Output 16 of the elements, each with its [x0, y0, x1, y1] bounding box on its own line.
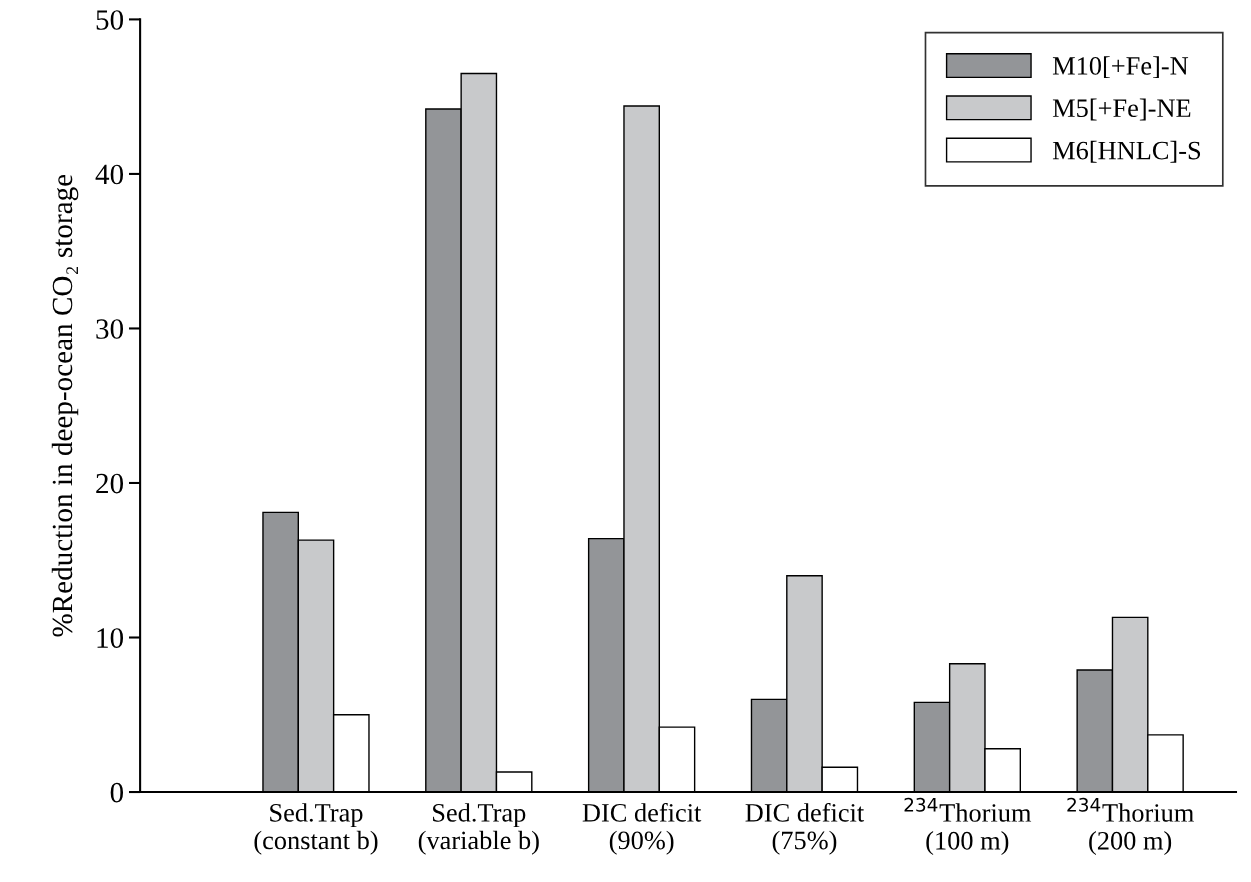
y-tick-label: 30 — [96, 319, 124, 339]
legend-label: M5[+Fe]-NE — [1052, 98, 1191, 121]
y-axis-title: %Reduction in deep-ocean CO₂ storage — [51, 174, 79, 637]
legend-label: M6[HNLC]-S — [1052, 140, 1201, 163]
x-tick-label: $^{234}$Thorium (200 m) — [1067, 797, 1194, 856]
x-tick-label: Sed.Trap (constant b) — [254, 803, 378, 855]
y-tick-label: 20 — [96, 473, 124, 494]
y-tick-label: 10 — [97, 628, 124, 648]
y-tick-label: 50 — [96, 10, 124, 30]
legend-label: M10[+Fe]-N — [1052, 56, 1189, 79]
x-tick-label: Sed.Trap (variable b) — [418, 803, 539, 855]
x-tick-label: DIC deficit (90%) — [582, 802, 702, 855]
y-tick-label: 0 — [110, 782, 124, 803]
x-tick-label: $^{234}$Thorium (100 m) — [904, 797, 1032, 856]
y-tick-label: 40 — [95, 164, 124, 185]
x-tick-label: DIC deficit (75%) — [745, 802, 865, 855]
